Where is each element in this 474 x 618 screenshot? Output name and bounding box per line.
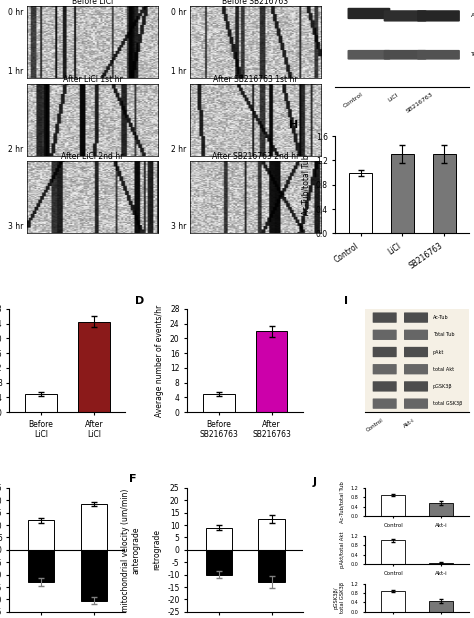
Bar xyxy=(429,503,453,516)
Text: Ac-Tub: Ac-Tub xyxy=(433,315,448,320)
Bar xyxy=(258,550,285,582)
Bar xyxy=(433,154,456,233)
FancyBboxPatch shape xyxy=(373,381,397,392)
Text: J: J xyxy=(313,476,317,486)
FancyBboxPatch shape xyxy=(404,347,428,357)
Title: After LiCl 1st hr: After LiCl 1st hr xyxy=(63,75,122,84)
FancyBboxPatch shape xyxy=(347,50,390,59)
FancyBboxPatch shape xyxy=(404,399,428,408)
Title: After SB216763 1st hr: After SB216763 1st hr xyxy=(213,75,298,84)
Bar xyxy=(382,541,405,564)
Text: 1 hr: 1 hr xyxy=(9,67,24,76)
Text: Ac-Tub: Ac-Tub xyxy=(471,14,474,19)
FancyBboxPatch shape xyxy=(347,8,390,19)
Bar xyxy=(391,154,414,233)
Text: 2 hr: 2 hr xyxy=(9,145,24,153)
Text: 3 hr: 3 hr xyxy=(171,222,187,231)
Y-axis label: Ac-Tub/total Tub: Ac-Tub/total Tub xyxy=(339,481,345,523)
Text: H: H xyxy=(289,121,298,130)
Bar xyxy=(81,504,107,550)
Text: I: I xyxy=(344,296,348,306)
Title: Before SB216763: Before SB216763 xyxy=(222,0,289,6)
Bar xyxy=(206,528,232,550)
FancyBboxPatch shape xyxy=(373,347,397,357)
Bar xyxy=(429,601,453,612)
Title: After LiCl 2nd hr: After LiCl 2nd hr xyxy=(61,153,124,161)
Text: 3 hr: 3 hr xyxy=(9,222,24,231)
Text: pAkt: pAkt xyxy=(433,350,444,355)
Bar xyxy=(349,172,372,233)
Y-axis label: pGSK3β/
total GSK3β: pGSK3β/ total GSK3β xyxy=(334,582,345,613)
Text: pGSK3β: pGSK3β xyxy=(433,384,452,389)
Y-axis label: Ac-Tub/total Tub: Ac-Tub/total Tub xyxy=(301,154,310,215)
Text: total Akt: total Akt xyxy=(433,366,454,371)
Title: Before LiCl: Before LiCl xyxy=(72,0,113,6)
FancyBboxPatch shape xyxy=(373,399,397,408)
Text: D: D xyxy=(135,296,144,306)
Bar xyxy=(258,519,285,550)
Bar xyxy=(25,394,57,412)
FancyBboxPatch shape xyxy=(383,11,427,22)
Bar xyxy=(203,394,235,412)
Text: 1 hr: 1 hr xyxy=(172,67,187,76)
FancyBboxPatch shape xyxy=(404,364,428,375)
Text: total GSK3β: total GSK3β xyxy=(433,401,462,406)
FancyBboxPatch shape xyxy=(373,313,397,323)
Bar xyxy=(382,495,405,516)
FancyBboxPatch shape xyxy=(383,50,427,59)
Bar xyxy=(81,550,107,601)
Text: F: F xyxy=(129,474,137,484)
FancyBboxPatch shape xyxy=(404,381,428,392)
Y-axis label: pAkt/total Akt: pAkt/total Akt xyxy=(339,531,345,568)
Text: G: G xyxy=(315,0,325,2)
Title: After SB216763 2nd hr: After SB216763 2nd hr xyxy=(212,153,299,161)
Bar xyxy=(28,520,55,550)
Text: Total Tub: Total Tub xyxy=(433,332,454,337)
Text: 2 hr: 2 hr xyxy=(172,145,187,153)
Text: 0 hr: 0 hr xyxy=(9,8,24,17)
Bar xyxy=(382,591,405,612)
Bar xyxy=(28,550,55,582)
FancyBboxPatch shape xyxy=(417,11,460,22)
Bar xyxy=(429,563,453,564)
Y-axis label: mitochondrial velocity (um/min)
anterograde

retrograde: mitochondrial velocity (um/min) anterogr… xyxy=(121,488,162,612)
FancyBboxPatch shape xyxy=(373,364,397,375)
FancyBboxPatch shape xyxy=(404,313,428,323)
FancyBboxPatch shape xyxy=(404,329,428,340)
Bar xyxy=(78,322,109,412)
FancyBboxPatch shape xyxy=(417,50,460,59)
Bar xyxy=(255,331,287,412)
Y-axis label: Average number of events/hr: Average number of events/hr xyxy=(155,305,164,417)
FancyBboxPatch shape xyxy=(373,329,397,340)
Bar xyxy=(206,550,232,575)
Text: Total-Tub: Total-Tub xyxy=(471,53,474,57)
Text: 0 hr: 0 hr xyxy=(171,8,187,17)
